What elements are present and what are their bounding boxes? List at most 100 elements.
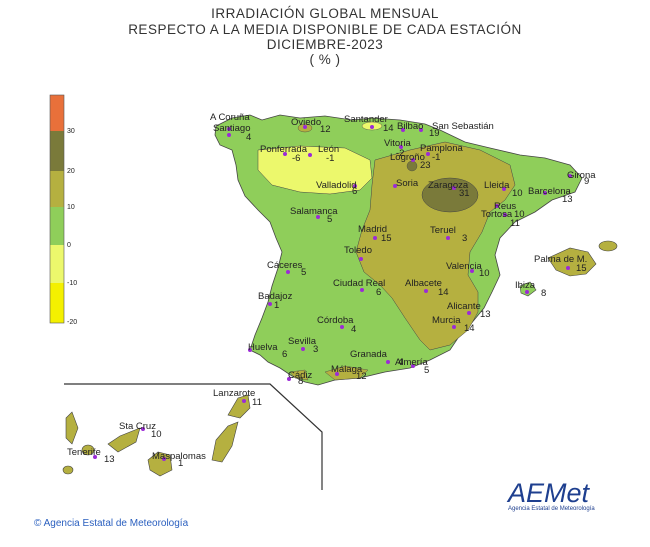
station-label-cadiz: Cádiz bbox=[288, 370, 313, 381]
legend-tick-0: 0 bbox=[67, 242, 71, 249]
station-value-santiago: 4 bbox=[246, 132, 251, 143]
station-value-alicante: 13 bbox=[480, 309, 491, 320]
station-value-san-sebastian: 19 bbox=[429, 128, 440, 139]
station-label-pamplona: Pamplona bbox=[420, 143, 463, 154]
station-value-tenerife: 13 bbox=[104, 454, 115, 465]
aemet-logo-subtitle: Agencia Estatal de Meteorología bbox=[508, 506, 595, 512]
region-south-coast bbox=[324, 365, 369, 381]
canary-inset-border bbox=[64, 383, 323, 490]
station-label-almeria: Almería bbox=[395, 357, 428, 368]
station-label-badajoz: Badajoz bbox=[258, 291, 293, 302]
station-value-cordoba: 4 bbox=[351, 324, 356, 335]
station-label-caceres: Cáceres bbox=[267, 260, 303, 271]
copyright-text: Agencia Estatal de Meteorología bbox=[43, 518, 189, 529]
station-label-toledo: Toledo bbox=[344, 245, 372, 256]
station-label-lleida: Lleida bbox=[484, 180, 510, 191]
station-value-girona: 9 bbox=[584, 176, 589, 187]
station-label-oviedo: Oviedo bbox=[291, 117, 321, 128]
station-label-san-sebastian: San Sebastián bbox=[432, 121, 494, 132]
el-hierro-shape bbox=[62, 465, 74, 475]
map-title-line2: RESPECTO A LA MEDIA DISPONIBLE DE CADA E… bbox=[128, 22, 522, 37]
ibiza-shape bbox=[519, 281, 537, 297]
station-label-ibiza: Ibiza bbox=[515, 280, 536, 291]
station-label-barcelona: Barcelona bbox=[528, 186, 571, 197]
station-label-santander: Santander bbox=[344, 114, 388, 125]
station-value-lanzarote: 11 bbox=[252, 397, 262, 408]
station-label-huelva: Huelva bbox=[248, 342, 278, 353]
station-label-madrid: Madrid bbox=[358, 224, 387, 235]
station-value-leon: -1 bbox=[326, 153, 334, 164]
station-value-ponferrada: -6 bbox=[292, 153, 300, 164]
station-value-lleida: 10 bbox=[512, 188, 523, 199]
station-label-vitoria: Vitoria bbox=[384, 138, 411, 149]
legend-swatch-30plus bbox=[50, 95, 64, 131]
station-value-cadiz: 8 bbox=[298, 376, 303, 387]
station-label-valladolid: Valladolid bbox=[316, 180, 357, 191]
map-title-line1: IRRADIACIÓN GLOBAL MENSUAL bbox=[211, 6, 439, 21]
station-label-tortosa: Tortosa bbox=[481, 209, 513, 220]
station-label-teruel: Teruel bbox=[430, 225, 456, 236]
station-value-oviedo: 12 bbox=[320, 124, 331, 135]
station-value-malaga: 12 bbox=[356, 371, 367, 382]
legend-tick-minus10: -10 bbox=[67, 280, 78, 287]
station-value-vitoria: -2 bbox=[396, 148, 404, 159]
station-value-albacete: 14 bbox=[438, 287, 449, 298]
station-label-logrono: Logroño bbox=[390, 152, 425, 163]
map-title-line4: ( % ) bbox=[309, 52, 341, 67]
legend-tick-10: 10 bbox=[67, 204, 75, 211]
station-label-cordoba: Córdoba bbox=[317, 315, 354, 326]
station-label-valencia: Valencia bbox=[446, 261, 482, 272]
station-value-sevilla: 3 bbox=[313, 344, 318, 355]
mallorca-shape bbox=[547, 247, 597, 277]
station-label-salamanca: Salamanca bbox=[290, 206, 338, 217]
station-label-ciudad-real: Ciudad Real bbox=[333, 278, 385, 289]
station-label-sta-cruz: Sta Cruz bbox=[119, 421, 156, 432]
station-label-zaragoza: Zaragoza bbox=[428, 180, 469, 191]
station-value-granada: 4 bbox=[398, 357, 403, 368]
station-value-logrono: 23 bbox=[420, 160, 431, 171]
region-20-30 bbox=[421, 177, 479, 213]
station-value-tortosa: 10 bbox=[514, 209, 525, 220]
station-value-salamanca: 5 bbox=[327, 214, 332, 225]
legend-tick-minus20: -20 bbox=[67, 319, 78, 326]
station-label-maspalomas: Maspalomas bbox=[152, 451, 206, 462]
station-label-soria: Soria bbox=[396, 178, 419, 189]
station-label-lanzarote: Lanzarote bbox=[213, 388, 255, 399]
station-value-palma: 15 bbox=[576, 263, 587, 274]
copyright-icon: © bbox=[34, 518, 42, 529]
legend-swatch-minus10-0 bbox=[50, 245, 64, 283]
station-label-malaga: Málaga bbox=[331, 364, 363, 375]
legend-tick-20: 20 bbox=[67, 168, 75, 175]
tenerife-shape bbox=[107, 427, 141, 453]
copyright-notice: © Agencia Estatal de Meteorología bbox=[34, 518, 188, 529]
station-value-sta-cruz: 10 bbox=[151, 429, 162, 440]
canary-islands bbox=[62, 394, 251, 477]
station-label-alicante: Alicante bbox=[447, 301, 481, 312]
station-dots bbox=[93, 125, 572, 461]
station-label-palma: Palma de M. bbox=[534, 254, 587, 265]
station-label-reus: Reus bbox=[494, 201, 516, 212]
la-gomera-shape bbox=[81, 444, 95, 456]
station-value-valencia: 10 bbox=[479, 268, 490, 279]
region-below-zero bbox=[257, 145, 373, 195]
map-title-line3: DICIEMBRE-2023 bbox=[266, 37, 384, 52]
station-label-a-coruna: A Coruña bbox=[210, 112, 250, 123]
station-value-valladolid: 6 bbox=[352, 186, 357, 197]
station-label-leon: León bbox=[318, 144, 339, 155]
legend-swatch-0-10 bbox=[50, 207, 64, 245]
station-value-ibiza: 8 bbox=[541, 288, 546, 299]
station-label-murcia: Murcia bbox=[432, 315, 461, 326]
station-label-tenerife: Tenerife bbox=[67, 447, 101, 458]
aemet-logo: AEMet Agencia Estatal de Meteorología bbox=[508, 478, 598, 512]
legend-swatch-10-20 bbox=[50, 171, 64, 207]
menorca-shape bbox=[598, 240, 618, 252]
legend-tick-30: 30 bbox=[67, 128, 75, 135]
station-value-almeria: 5 bbox=[424, 365, 429, 376]
fuerteventura-shape bbox=[211, 421, 239, 463]
legend-swatch-minus20-minus10 bbox=[50, 283, 64, 323]
station-value-ciudad-real: 6 bbox=[376, 287, 381, 298]
aemet-logo-text: AEMet bbox=[508, 478, 590, 508]
station-value-unnamed-11: 11 bbox=[510, 218, 520, 229]
station-value-barcelona: 13 bbox=[562, 194, 573, 205]
